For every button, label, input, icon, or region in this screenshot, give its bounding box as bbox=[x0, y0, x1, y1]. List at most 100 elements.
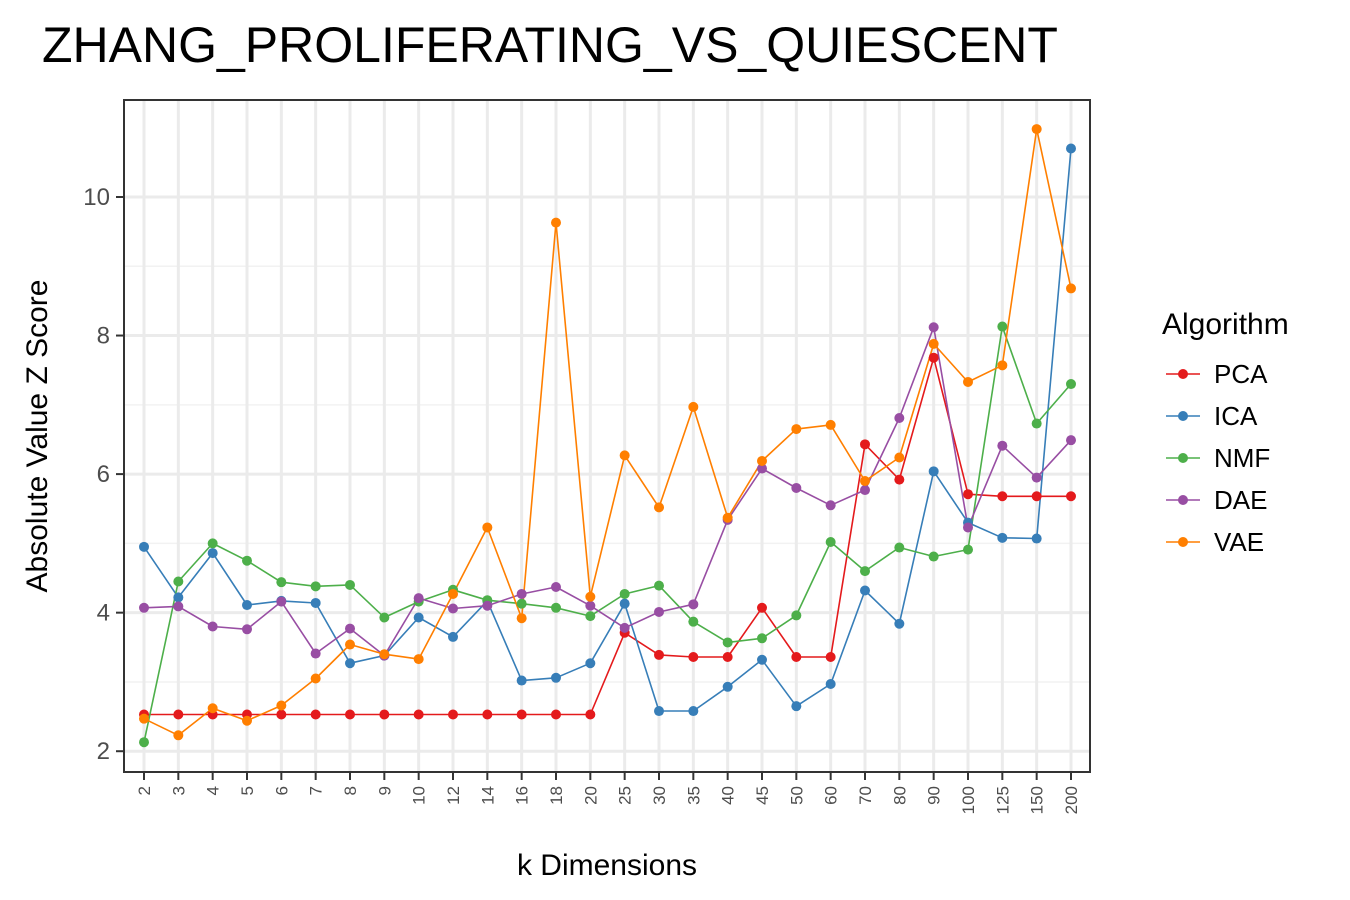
data-point-vae bbox=[139, 713, 149, 724]
grid-minor bbox=[124, 265, 1090, 683]
data-point-ica bbox=[791, 701, 802, 712]
x-tick-label: 12 bbox=[444, 786, 463, 805]
data-point-ica bbox=[585, 658, 596, 669]
data-point-pca bbox=[379, 709, 390, 720]
data-point-dae bbox=[276, 596, 287, 607]
data-point-nmf bbox=[654, 580, 664, 591]
data-point-ica bbox=[516, 675, 527, 686]
data-point-dae bbox=[139, 602, 149, 613]
y-tick-label: 10 bbox=[83, 184, 110, 211]
x-tick-label: 4 bbox=[204, 786, 223, 795]
legend-label-pca: PCA bbox=[1214, 359, 1268, 389]
data-point-nmf bbox=[825, 536, 836, 547]
data-point-vae bbox=[482, 522, 493, 533]
data-point-nmf bbox=[379, 612, 390, 623]
data-point-dae bbox=[173, 601, 184, 612]
y-tick-label: 6 bbox=[97, 461, 110, 488]
x-tick-label: 200 bbox=[1062, 786, 1081, 814]
plot-border bbox=[123, 99, 1091, 773]
legend-label-vae: VAE bbox=[1214, 527, 1264, 557]
data-point-dae bbox=[551, 582, 561, 593]
data-point-pca bbox=[516, 709, 527, 720]
x-tick-label: 8 bbox=[341, 786, 360, 795]
data-point-vae bbox=[997, 360, 1008, 371]
data-point-ica bbox=[139, 541, 149, 552]
data-point-pca bbox=[894, 474, 905, 485]
data-point-nmf bbox=[928, 551, 939, 562]
legend-marker-ica bbox=[1178, 411, 1188, 421]
data-point-dae bbox=[448, 603, 458, 614]
data-point-dae bbox=[1066, 435, 1076, 446]
data-point-nmf bbox=[860, 566, 870, 577]
x-tick-label: 80 bbox=[890, 786, 909, 805]
data-point-pca bbox=[276, 709, 287, 720]
data-point-ica bbox=[1031, 533, 1042, 544]
x-tick-label: 14 bbox=[478, 786, 497, 805]
data-point-vae bbox=[242, 715, 252, 726]
x-tick-label: 16 bbox=[513, 786, 532, 805]
data-point-vae bbox=[173, 730, 184, 741]
data-point-pca bbox=[448, 709, 458, 720]
data-point-vae bbox=[345, 639, 355, 650]
data-point-ica bbox=[860, 585, 870, 596]
data-point-ica bbox=[345, 658, 355, 669]
data-point-pca bbox=[413, 709, 424, 720]
data-point-vae bbox=[963, 376, 973, 387]
x-tick-label: 60 bbox=[822, 786, 841, 805]
data-point-vae bbox=[1066, 283, 1076, 294]
x-tick-label: 3 bbox=[169, 786, 188, 795]
data-point-nmf bbox=[207, 538, 218, 549]
y-tick-label: 8 bbox=[97, 323, 110, 350]
data-point-ica bbox=[173, 592, 184, 603]
data-point-pca bbox=[791, 651, 802, 662]
data-point-nmf bbox=[345, 579, 355, 590]
y-axis-title: Absolute Value Z Score bbox=[21, 280, 54, 593]
data-point-pca bbox=[757, 602, 767, 613]
legend: Algorithm PCA ICA NMF DAE VAE bbox=[1162, 308, 1289, 557]
x-tick-label: 125 bbox=[993, 786, 1012, 814]
data-point-dae bbox=[688, 599, 699, 610]
data-point-pca bbox=[928, 352, 939, 363]
data-point-nmf bbox=[242, 555, 252, 566]
x-tick-label: 5 bbox=[238, 786, 257, 795]
chart-title: ZHANG_PROLIFERATING_VS_QUIESCENT bbox=[42, 17, 1058, 73]
data-point-pca bbox=[482, 709, 493, 720]
x-tick-label: 35 bbox=[684, 786, 703, 805]
x-tick-label: 100 bbox=[959, 786, 978, 814]
data-point-dae bbox=[345, 623, 355, 634]
data-point-dae bbox=[928, 322, 939, 333]
data-point-nmf bbox=[963, 544, 973, 555]
x-tick-label: 18 bbox=[547, 786, 566, 805]
series-line-vae bbox=[143, 128, 1072, 737]
data-point-pca bbox=[173, 709, 184, 720]
series-lines bbox=[143, 128, 1072, 743]
data-point-vae bbox=[379, 649, 390, 660]
data-point-dae bbox=[413, 593, 424, 604]
data-point-pca bbox=[825, 651, 836, 662]
data-point-pca bbox=[585, 709, 596, 720]
x-tick-label: 45 bbox=[753, 786, 772, 805]
data-point-vae bbox=[585, 591, 596, 602]
data-point-vae bbox=[413, 654, 424, 665]
data-point-dae bbox=[585, 600, 596, 611]
data-point-dae bbox=[516, 588, 527, 599]
data-point-pca bbox=[654, 649, 664, 660]
data-point-ica bbox=[997, 532, 1008, 543]
data-point-ica bbox=[1066, 143, 1076, 154]
data-point-pca bbox=[1066, 491, 1076, 502]
legend-marker-nmf bbox=[1178, 453, 1188, 463]
data-point-ica bbox=[757, 654, 767, 665]
data-point-pca bbox=[997, 491, 1008, 502]
y-tick-label: 2 bbox=[97, 738, 110, 765]
data-point-ica bbox=[688, 706, 699, 717]
data-point-vae bbox=[791, 424, 802, 435]
legend-marker-pca bbox=[1178, 369, 1188, 379]
data-point-dae bbox=[997, 440, 1008, 451]
data-point-nmf bbox=[997, 321, 1008, 332]
legend-label-dae: DAE bbox=[1214, 485, 1267, 515]
x-tick-label: 30 bbox=[650, 786, 669, 805]
data-point-nmf bbox=[757, 633, 767, 644]
data-point-vae bbox=[516, 613, 527, 624]
data-point-dae bbox=[242, 624, 252, 635]
data-point-ica bbox=[928, 466, 939, 477]
